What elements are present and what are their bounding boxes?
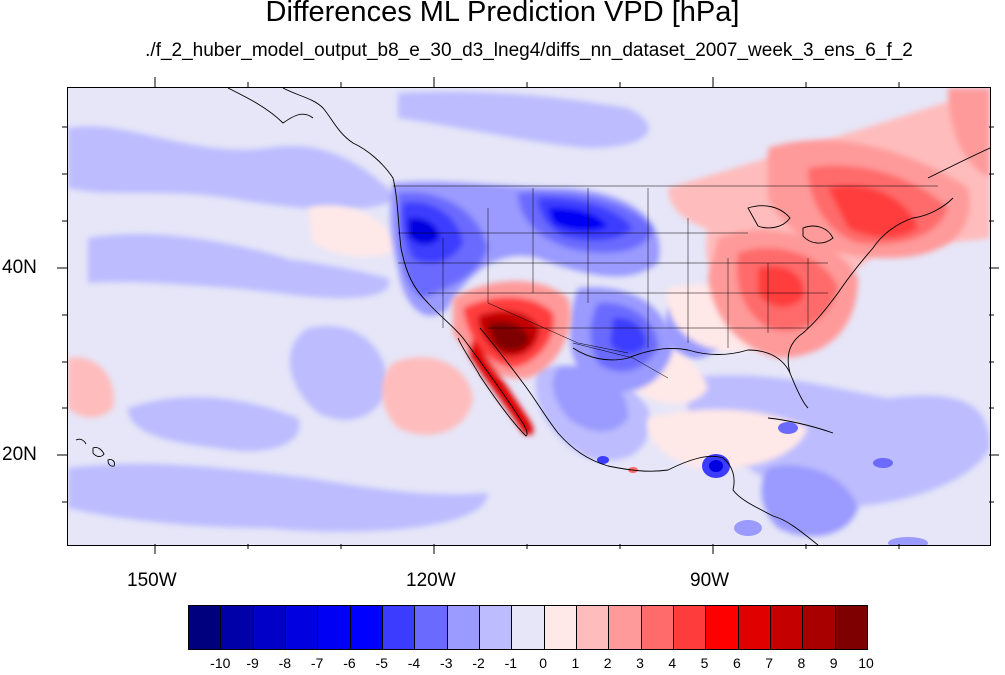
- political-borders: [393, 185, 938, 379]
- lon-tick-120w: 120W: [406, 570, 456, 591]
- colorbar-box: [803, 606, 836, 649]
- colorbar-box: [544, 606, 577, 649]
- colorbar-label: -9: [246, 655, 259, 671]
- colorbar-box: [253, 606, 286, 649]
- lon-tick-90w: 90W: [690, 570, 730, 591]
- colorbar-label: 1: [571, 655, 580, 671]
- colorbar-label: -8: [278, 655, 292, 671]
- tropical-cool-blobs: [597, 422, 928, 545]
- southwest-hot-anomaly: [453, 281, 571, 435]
- colorbar-box: [738, 606, 771, 649]
- colorbar-label: 6: [732, 655, 741, 671]
- colorbar: [188, 605, 868, 650]
- east-warm-anomaly: [708, 140, 970, 358]
- colorbar-label: 7: [765, 655, 774, 671]
- colorbar-box: [382, 606, 416, 649]
- colorbar-label: -3: [440, 655, 453, 671]
- colorbar-label: 4: [668, 655, 677, 671]
- colorbar-box: [479, 606, 513, 649]
- colorbar-box: [318, 606, 351, 649]
- colorbar-box: [512, 606, 545, 649]
- colorbar-label: 8: [797, 655, 806, 671]
- colorbar-label: -2: [472, 655, 485, 671]
- colorbar-box: [447, 606, 480, 649]
- colorbar-box: [706, 606, 739, 649]
- map-panel: [67, 87, 991, 546]
- coastlines: [75, 88, 990, 545]
- colorbar-box: [285, 606, 319, 649]
- colorbar-box: [835, 606, 867, 649]
- lon-tick-150w: 150W: [127, 570, 177, 591]
- plot-subtitle: ./f_2_huber_model_output_b8_e_30_d3_lneg…: [145, 40, 913, 61]
- colorbar-box: [350, 606, 383, 649]
- vpd-difference-map: [68, 88, 990, 545]
- colorbar-box: [770, 606, 804, 649]
- colorbar-label: -1: [504, 655, 518, 671]
- colorbar-label: -4: [407, 655, 421, 671]
- colorbar-label: 9: [829, 655, 838, 671]
- colorbar-box: [221, 606, 254, 649]
- colorbar-label: -5: [375, 655, 388, 671]
- colorbar-labels: -10 -9 -8 -7 -6 -5 -4 -3 -2 -1 0 1 2 3 4 5 6 7 8 9 10: [188, 655, 874, 675]
- colorbar-label: -7: [310, 655, 324, 671]
- colorbar-box: [415, 606, 448, 649]
- plot-title: Differences ML Prediction VPD [hPa]: [265, 0, 740, 28]
- colorbar-box: [609, 606, 642, 649]
- colorbar-label: 3: [636, 655, 644, 671]
- colorbar-label: -6: [343, 655, 356, 671]
- lat-tick-20n: 20N: [2, 444, 37, 465]
- colorbar-box: [641, 606, 674, 649]
- colorbar-label: 0: [539, 655, 548, 671]
- colorbar-label: 5: [700, 655, 709, 671]
- colorbar-box: [576, 606, 610, 649]
- colorbar-box: [189, 606, 222, 649]
- lat-tick-40n: 40N: [2, 257, 37, 278]
- colorbar-box: [673, 606, 707, 649]
- colorbar-label: -10: [210, 655, 231, 671]
- colorbar-label: 2: [603, 655, 612, 671]
- colorbar-label: 10: [858, 655, 874, 671]
